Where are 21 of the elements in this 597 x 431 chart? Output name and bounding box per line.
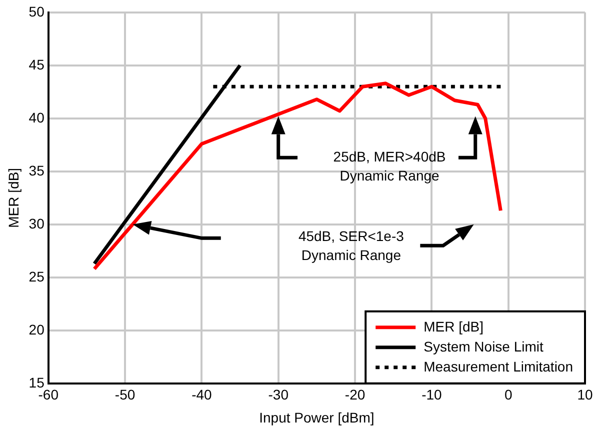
annotation: 45dB, SER<1e-3 Dynamic Range — [298, 228, 404, 263]
y-tick-label: 25 — [28, 268, 45, 284]
x-tick-label: -30 — [268, 386, 289, 403]
y-tick-label: 20 — [28, 321, 45, 338]
y-axis-title: MER [dB] — [5, 168, 22, 228]
annotation: 25dB, MER>40dB Dynamic Range — [333, 148, 446, 184]
x-tick-label: 0 — [504, 386, 512, 403]
y-tick-label: 45 — [28, 56, 45, 72]
x-tick-label: -10 — [422, 386, 442, 403]
y-tick-label: 35 — [28, 162, 45, 178]
x-tick-label: -20 — [344, 386, 366, 403]
x-tick-label: -40 — [192, 386, 212, 403]
legend-label: MER [dB] — [424, 318, 484, 334]
x-tick-label: 10 — [577, 386, 593, 403]
x-tick-label: -50 — [114, 386, 136, 403]
x-axis-title: Input Power [dBm] — [259, 409, 374, 426]
legend-label: System Noise Limit — [424, 338, 544, 354]
y-tick-label: 40 — [28, 109, 45, 126]
legend-label: Measurement Limitation — [424, 358, 574, 374]
y-tick-label: 50 — [28, 3, 45, 20]
y-tick-label: 30 — [28, 215, 45, 232]
